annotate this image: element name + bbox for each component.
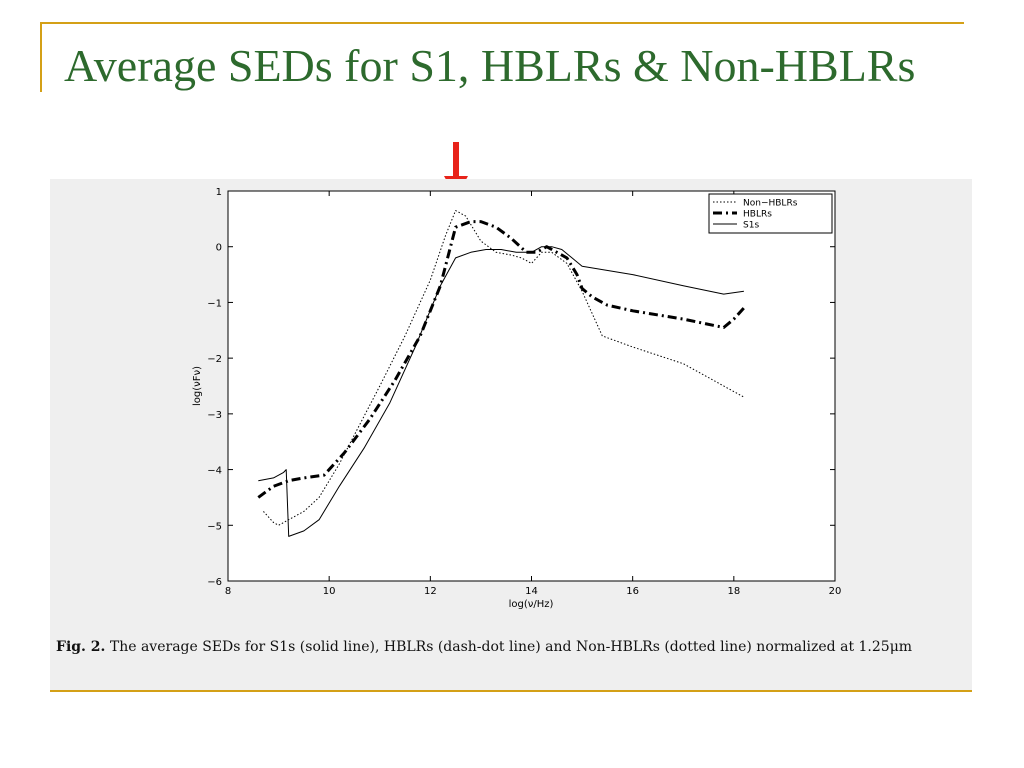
x-tick-label: 20: [829, 586, 842, 597]
y-tick-label: −4: [207, 466, 222, 477]
axis-ticks: 8 10 12 14 16 18 20 −6 −5 −4 −3 −2 −1 0 1: [207, 187, 841, 597]
x-tick-label: 16: [626, 586, 639, 597]
slide-title: Average SEDs for S1, HBLRs & Non-HBLRs: [64, 40, 916, 91]
y-tick-label: −1: [207, 298, 222, 309]
figure-bottom-line: [50, 690, 972, 692]
figure-caption: Fig. 2. The average SEDs for S1s (solid …: [56, 634, 968, 661]
y-tick-label: 1: [216, 187, 222, 198]
series-line-dotted: [263, 210, 745, 526]
series-line-dash-dot: [257, 220, 746, 499]
legend-label: HBLRs: [743, 210, 772, 220]
x-axis-label: log(ν/Hz): [509, 599, 554, 610]
y-tick-label: −2: [207, 354, 222, 365]
caption-label: Fig. 2.: [56, 639, 106, 655]
series-line-solid: [258, 246, 744, 537]
x-tick-label: 12: [424, 586, 437, 597]
y-tick-label: −3: [207, 410, 222, 421]
series-lines: [257, 210, 746, 537]
y-tick-label: −6: [207, 577, 222, 588]
title-accent-line-left: [40, 22, 42, 92]
figure-panel: 8 10 12 14 16 18 20 −6 −5 −4 −3 −2 −1 0 1 Non−HBLRs HBL…: [50, 179, 972, 691]
legend-label: Non−HBLRs: [743, 199, 798, 209]
x-tick-label: 8: [225, 586, 231, 597]
y-axis-label: log(νFν): [192, 366, 203, 406]
legend-label: S1s: [743, 221, 759, 231]
x-tick-label: 18: [727, 586, 740, 597]
y-tick-label: 0: [216, 243, 222, 254]
sed-line-chart: 8 10 12 14 16 18 20 −6 −5 −4 −3 −2 −1 0 1 Non−HBLRsHBL…: [192, 187, 841, 610]
x-tick-label: 14: [525, 586, 538, 597]
legend-box: [708, 193, 833, 234]
y-tick-label: −5: [207, 521, 222, 532]
title-accent-line-top: [40, 22, 964, 24]
plot-area: [227, 190, 836, 582]
x-tick-label: 10: [323, 586, 336, 597]
caption-text: The average SEDs for S1s (solid line), H…: [109, 639, 913, 655]
